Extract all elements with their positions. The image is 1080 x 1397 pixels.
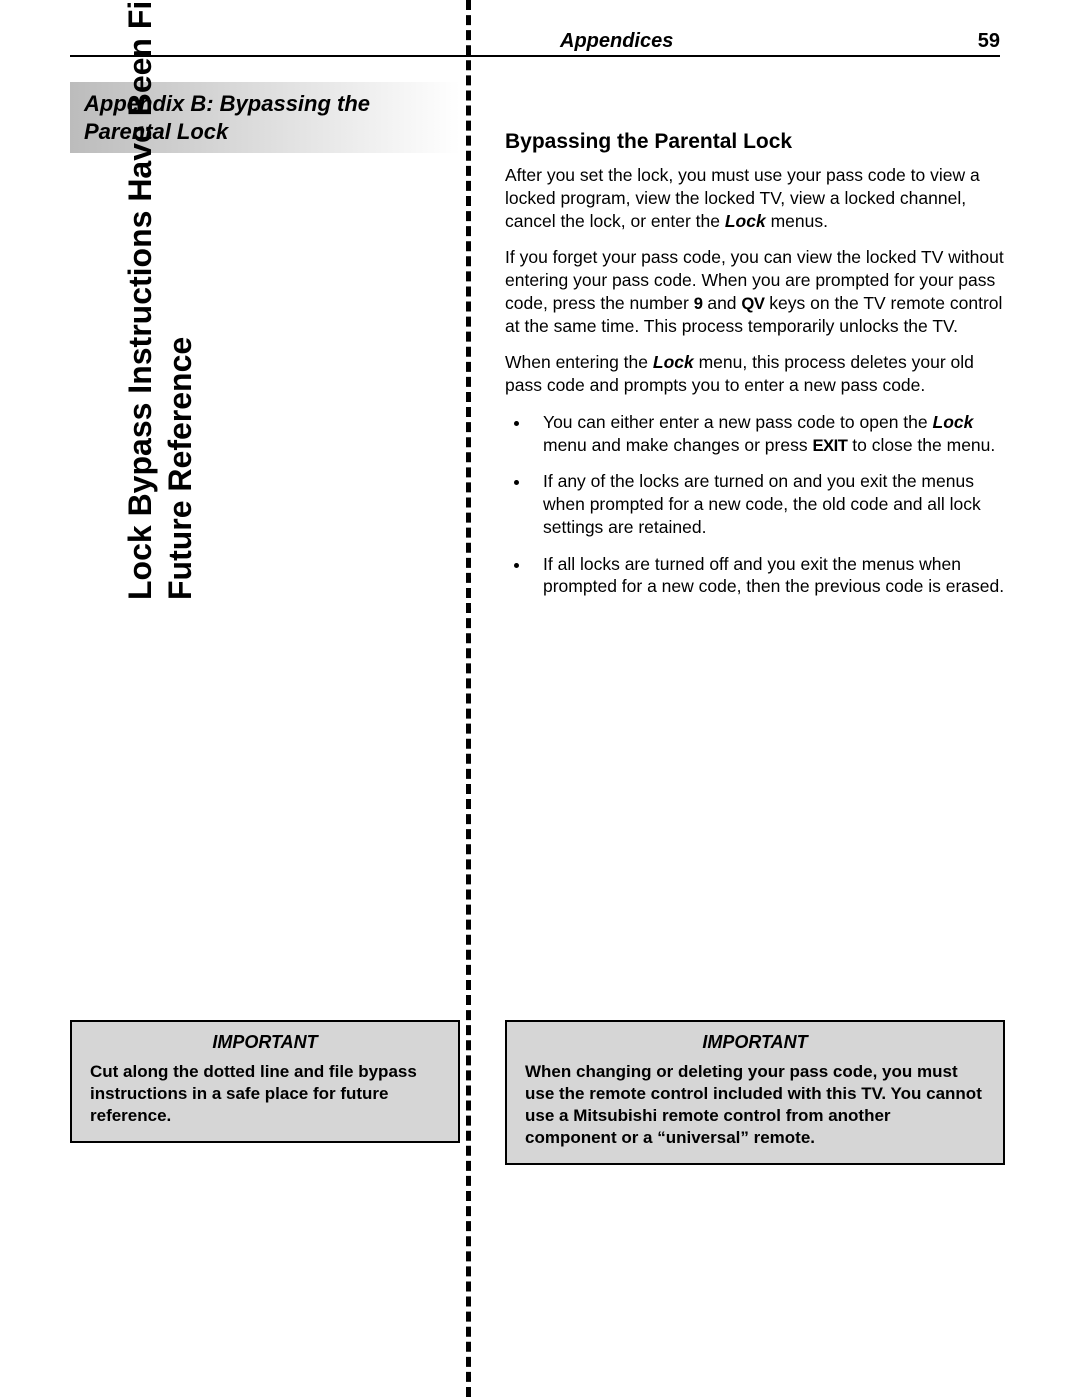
header-section-label: Appendices xyxy=(560,30,673,53)
b1-text-a: You can either enter a new pass code to … xyxy=(543,412,933,432)
p2-text-b: and xyxy=(702,293,741,313)
paragraph-2: If you forget your pass code, you can vi… xyxy=(505,246,1005,337)
important-right-heading: IMPORTANT xyxy=(525,1032,985,1053)
header-page-number: 59 xyxy=(978,30,1000,53)
content-column: Bypassing the Parental Lock After you se… xyxy=(505,130,1005,612)
paragraph-3: When entering the Lock menu, this proces… xyxy=(505,351,1005,397)
paragraph-1: After you set the lock, you must use you… xyxy=(505,164,1005,232)
b1-text-c: to close the menu. xyxy=(847,435,995,455)
important-box-left: IMPORTANT Cut along the dotted line and … xyxy=(70,1020,460,1143)
vertical-line-2: Future Reference xyxy=(160,0,200,600)
p3-text-a: When entering the xyxy=(505,352,653,372)
vertical-filed-label: Lock Bypass Instructions Have Been Filed… xyxy=(120,0,200,600)
page: Appendices 59 Appendix B: Bypassing the … xyxy=(0,0,1080,1397)
key-qv: QV xyxy=(741,294,764,313)
important-box-right: IMPORTANT When changing or deleting your… xyxy=(505,1020,1005,1165)
b1-text-b: menu and make changes or press xyxy=(543,435,812,455)
header-rule xyxy=(70,55,1000,57)
content-subheading: Bypassing the Parental Lock xyxy=(505,130,1005,154)
bullet-list: You can either enter a new pass code to … xyxy=(505,411,1005,598)
bullet-3: If all locks are turned off and you exit… xyxy=(531,553,1005,599)
p1-lock-word: Lock xyxy=(725,211,766,231)
b1-lock-word: Lock xyxy=(933,412,974,432)
bullet-1: You can either enter a new pass code to … xyxy=(531,411,1005,457)
bullet-2: If any of the locks are turned on and yo… xyxy=(531,470,1005,538)
p1-text-b: menus. xyxy=(766,211,828,231)
key-exit: EXIT xyxy=(812,436,847,455)
important-left-body: Cut along the dotted line and file bypas… xyxy=(90,1061,440,1127)
p3-lock-word: Lock xyxy=(653,352,694,372)
important-right-body: When changing or deleting your pass code… xyxy=(525,1061,985,1149)
important-left-heading: IMPORTANT xyxy=(90,1032,440,1053)
cut-line xyxy=(466,0,471,1397)
page-header: Appendices 59 xyxy=(560,30,1000,53)
vertical-line-1: Lock Bypass Instructions Have Been Filed… xyxy=(120,0,160,600)
